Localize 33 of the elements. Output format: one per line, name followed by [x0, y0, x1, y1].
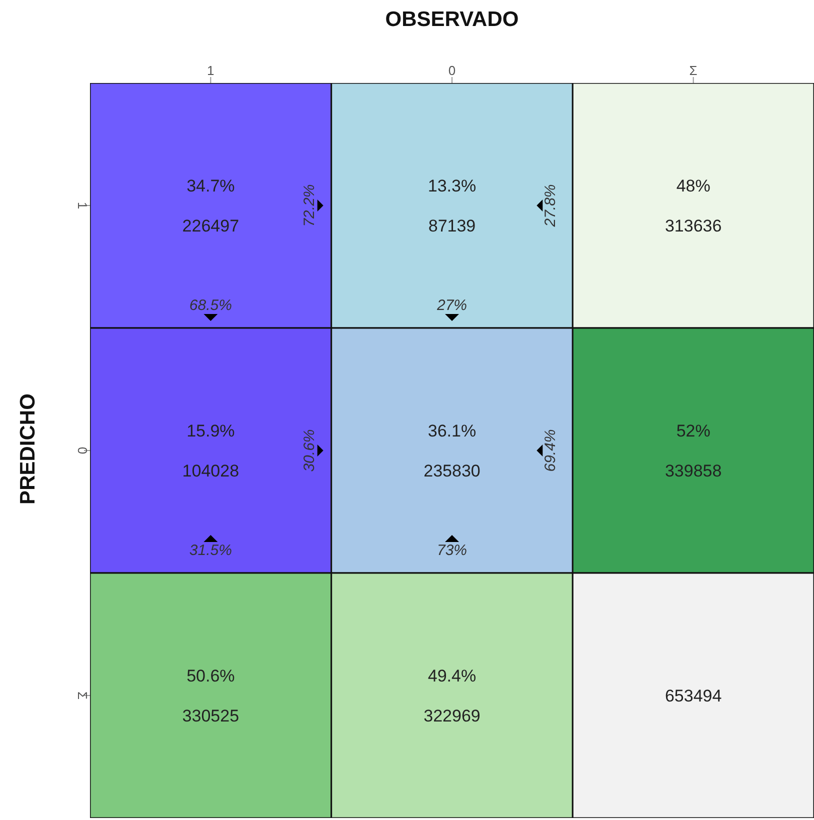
- annotation: 69.4%: [542, 429, 560, 472]
- annotation: 34.7%: [186, 176, 235, 196]
- data-label: 226497: [182, 216, 240, 236]
- annotation: 52%: [676, 422, 710, 440]
- x-tick-label: 0: [448, 63, 456, 78]
- x-tick-label: 1: [207, 63, 214, 78]
- data-label: 653494: [664, 686, 722, 706]
- annotation: 48%: [676, 176, 710, 196]
- data-label: 322969: [424, 706, 480, 726]
- data-label: 339858: [664, 462, 722, 480]
- annotation: 68.5%: [189, 297, 232, 314]
- x-axis-title: OBSERVADO: [384, 8, 520, 32]
- annotation: 30.6%: [300, 429, 318, 472]
- annotation: 49.4%: [428, 666, 476, 686]
- y-tick-label: Σ: [75, 691, 90, 700]
- data-label: 313636: [664, 216, 722, 236]
- annotation: 50.6%: [186, 666, 235, 686]
- annotation: 27.8%: [542, 184, 560, 228]
- data-label: 235830: [424, 462, 480, 480]
- data-label: 104028: [182, 462, 240, 480]
- y-tick-label: 1: [75, 202, 90, 210]
- annotation: 73%: [436, 542, 468, 559]
- annotation: 72.2%: [300, 184, 318, 227]
- y-tick-label: 0: [75, 446, 90, 454]
- annotation: 27%: [436, 297, 468, 314]
- annotation: 31.5%: [189, 542, 232, 559]
- y-axis-title: PREDICHO: [16, 392, 40, 506]
- data-label: 330525: [182, 706, 240, 726]
- x-tick-label: Σ: [689, 63, 698, 78]
- annotation: 15.9%: [186, 422, 235, 440]
- data-label: 87139: [428, 216, 476, 236]
- annotation: 36.1%: [428, 422, 476, 440]
- annotation: 13.3%: [428, 176, 476, 196]
